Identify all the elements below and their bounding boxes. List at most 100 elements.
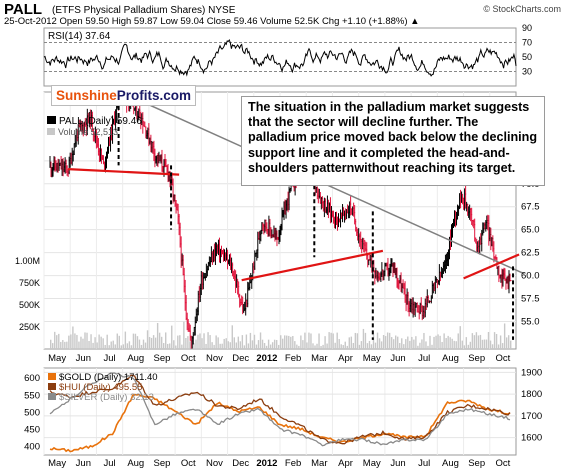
volume-bar [169,343,171,349]
month-label: Jul [103,458,115,469]
month-label: May [363,458,381,469]
month-label: Feb [285,353,301,364]
volume-bar [183,321,185,349]
volume-bar [507,335,510,349]
volume-bar [409,340,411,349]
series-legend-swatch [48,383,56,390]
volume-bar [338,339,340,349]
volume-bar [304,332,306,349]
volume-bar [181,344,183,349]
volume-bar [225,338,227,349]
rsi-title: RSI(14) 37.64 [48,31,111,42]
volume-bar [233,337,235,349]
volume-bar [275,339,278,349]
volume-bar [249,332,252,349]
volume-bar [112,340,114,349]
volume-bar [78,341,80,349]
volume-bar [126,343,129,349]
volume-bar [179,335,181,349]
volume-bar [152,335,155,349]
volume-bar [388,332,391,349]
month-label: Sep [154,353,171,364]
volume-bar [56,335,58,349]
volume-bar [110,341,112,349]
volume-bar [336,332,338,349]
volume-bar [120,345,123,349]
volume-bar [237,336,240,349]
volume-bar [265,345,268,349]
volume-bar [372,334,375,349]
volume-bar [312,343,314,349]
volume-bar [86,332,88,349]
volume-bar [429,335,431,349]
month-label: Sep [154,458,171,469]
volume-tick-label: 1.00M [15,256,40,266]
month-label: Mar [311,458,327,469]
chart-description: (ETFS Physical Palladium Shares) NYSE [52,5,236,16]
volume-bar [175,345,177,349]
volume-bar [360,341,363,349]
month-label: May [48,458,66,469]
volume-bar [501,343,504,349]
volume-bar [463,345,465,349]
volume-bar [395,335,397,349]
price-tick-label: 67.5 [521,202,540,213]
volume-bar [503,323,506,349]
volume-bar [54,331,56,349]
volume-bar [267,339,270,349]
volume-bar [475,332,478,349]
volume-bar [193,343,195,349]
volume-bar [199,333,201,349]
volume-bar [284,335,286,349]
volume-bar [290,336,292,349]
volume-bar [100,336,102,349]
volume-bar [487,332,490,349]
volume-bar [213,344,215,349]
volume-bar [92,342,94,349]
volume-bar [96,342,98,349]
volume-bar [88,340,90,349]
volume-bar [489,340,492,349]
volume-bar [140,344,143,349]
volume-bar [146,330,149,349]
rsi-frame [43,27,517,87]
volume-bar [102,338,104,349]
volume-bar [477,335,480,349]
volume-bar [257,340,260,349]
volume-bar [62,339,64,349]
volume-bar [354,332,357,349]
volume-bar [483,339,486,349]
volume-bar [70,334,72,349]
volume-tick-label: 750K [19,278,40,288]
source-credit[interactable]: © StockCharts.com [483,4,561,14]
series-legend-swatch [48,393,56,400]
volume-bar [282,338,284,349]
month-label: Mar [311,353,327,364]
month-label: 2012 [256,353,277,364]
volume-bar [154,337,157,349]
month-label: Jun [390,353,405,364]
volume-bar [138,339,141,349]
volume-tick-label: 500K [19,300,40,310]
volume-bar [308,332,310,349]
volume-bar [449,337,451,349]
volume-bar [455,341,457,349]
volume-bar [451,338,453,349]
volume-bar [407,336,409,349]
left-tick-label: 400 [24,441,40,452]
month-label: May [48,353,66,364]
volume-bar [318,333,320,349]
volume-bar [310,333,312,349]
volume-bar [366,343,369,349]
rsi-tick-label: 70 [522,38,532,48]
volume-bar [253,334,256,349]
month-label: Nov [206,458,223,469]
volume-bar [72,326,74,349]
volume-bar [356,333,359,349]
volume-bar [435,335,437,349]
volume-bar [403,344,405,349]
volume-bar [221,343,223,349]
volume-bar [215,335,217,349]
volume-bar [98,334,100,349]
volume-bar [197,334,199,349]
